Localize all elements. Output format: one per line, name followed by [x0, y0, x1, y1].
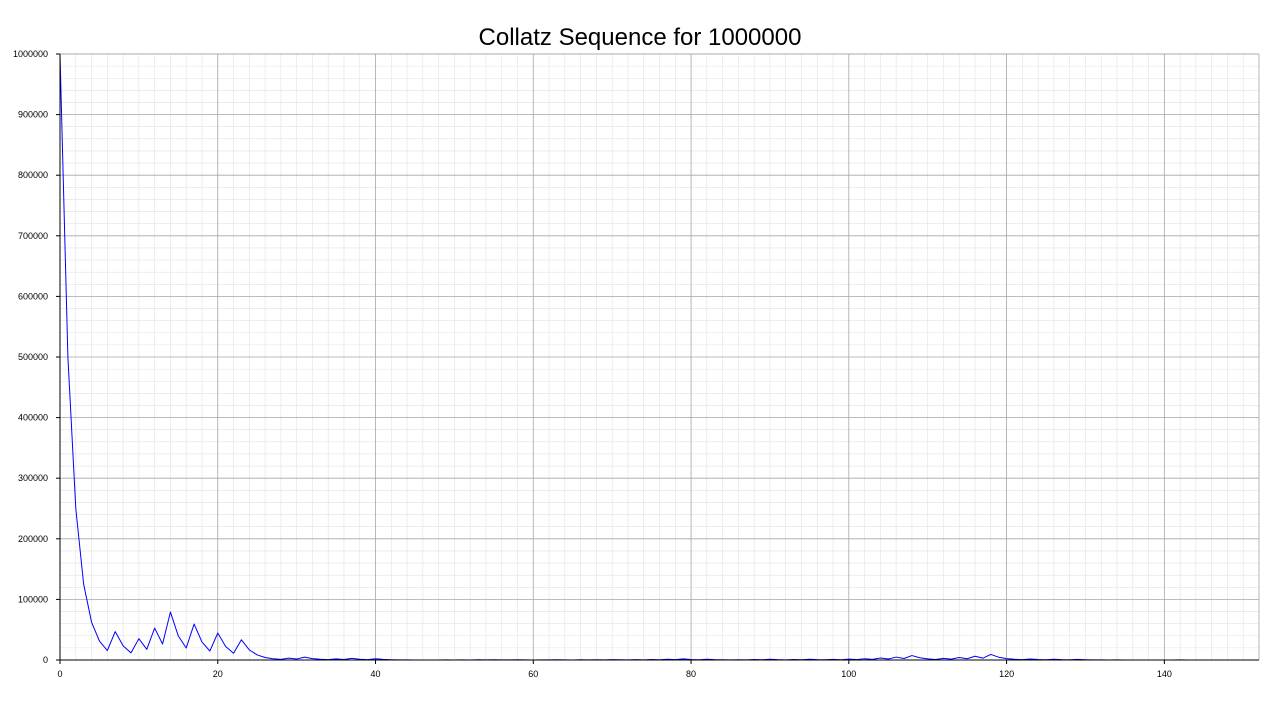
x-tick-label: 100: [841, 669, 856, 679]
x-tick-label: 140: [1157, 669, 1172, 679]
tick-labels: 0 20 40 60 80 100 120 140 0 100000 200000 300000 400…: [13, 49, 1172, 679]
y-tick-label: 400000: [18, 413, 48, 423]
major-grid: [60, 53, 1260, 660]
x-tick-label: 0: [57, 669, 62, 679]
y-tick-label: 600000: [18, 291, 48, 301]
y-tick-label: 500000: [18, 352, 48, 362]
x-tick-label: 120: [999, 669, 1014, 679]
y-tick-label: 200000: [18, 534, 48, 544]
y-tick-label: 300000: [18, 473, 48, 483]
axes: [56, 53, 1259, 664]
y-tick-label: 800000: [18, 170, 48, 180]
y-tick-label: 100000: [18, 594, 48, 604]
chart-title: Collatz Sequence for 1000000: [479, 24, 802, 51]
y-tick-label: 900000: [18, 110, 48, 120]
x-tick-label: 80: [686, 669, 696, 679]
x-tick-label: 20: [213, 669, 223, 679]
y-tick-label: 700000: [18, 231, 48, 241]
x-tick-label: 40: [371, 669, 381, 679]
y-tick-label: 1000000: [13, 49, 48, 59]
y-tick-label: 0: [43, 655, 48, 665]
x-tick-label: 60: [528, 669, 538, 679]
